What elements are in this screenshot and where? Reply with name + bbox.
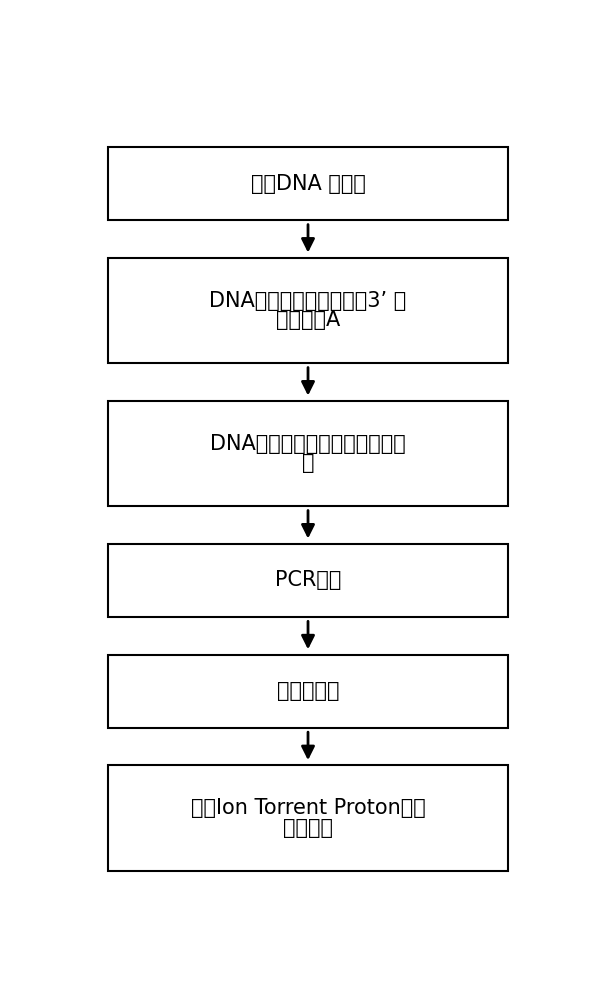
Bar: [108, 765, 508, 871]
Bar: [108, 401, 508, 506]
Text: 引入Ion Torrent Proton测序: 引入Ion Torrent Proton测序: [191, 798, 426, 818]
Text: 捕获与洗脱: 捕获与洗脱: [277, 681, 339, 701]
Bar: [108, 258, 508, 363]
Text: 接头序列: 接头序列: [283, 818, 333, 838]
Text: 头: 头: [302, 453, 314, 473]
Bar: [108, 655, 508, 728]
Text: DNA片段进行末端修复及3’ 端: DNA片段进行末端修复及3’ 端: [209, 291, 407, 311]
Bar: [108, 544, 508, 617]
Text: 样品DNA 片段化: 样品DNA 片段化: [251, 174, 365, 194]
Bar: [108, 147, 508, 220]
Text: 添加硨基A: 添加硨基A: [276, 310, 340, 330]
Text: PCR扩增: PCR扩增: [275, 570, 341, 590]
Text: DNA片段末端连接序列已知的接: DNA片段末端连接序列已知的接: [210, 434, 406, 454]
